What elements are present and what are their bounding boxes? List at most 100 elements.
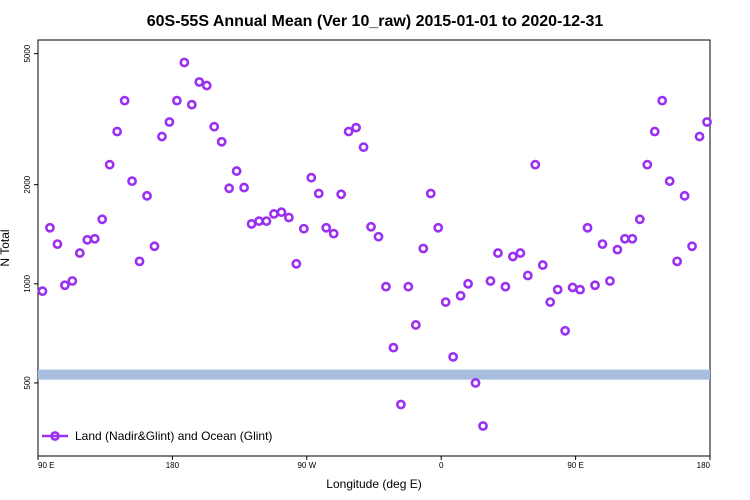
x-tick-label: 90 W (297, 461, 316, 470)
data-point (104, 159, 115, 170)
data-point (298, 223, 309, 234)
data-point (522, 270, 533, 281)
data-point (291, 258, 302, 269)
data-point (418, 243, 429, 254)
data-point (433, 222, 444, 233)
data-point (112, 126, 123, 137)
data-point (336, 189, 347, 200)
y-axis: 500 1000 2000 5000 (23, 44, 38, 390)
data-point (142, 190, 152, 201)
y-tick-label: 500 (23, 376, 32, 390)
data-point (157, 131, 167, 142)
data-point (373, 231, 384, 242)
data-point (37, 286, 48, 297)
data-point (664, 176, 675, 187)
data-point (552, 284, 563, 295)
data-point (224, 183, 235, 194)
x-tick-label: 0 (439, 461, 444, 470)
legend-label: Land (Nadir&Glint) and Ocean (Glint) (75, 429, 272, 443)
data-point (82, 234, 93, 245)
x-axis-label: Longitude (deg E) (326, 477, 421, 491)
data-point (478, 421, 488, 431)
data-point (209, 121, 220, 132)
data-point (134, 256, 145, 267)
legend-marker (50, 431, 60, 441)
reference-band (38, 369, 710, 380)
y-tick-label: 1000 (23, 274, 32, 292)
data-point (351, 122, 361, 133)
data-point (657, 95, 668, 106)
data-point (239, 182, 249, 193)
data-point (358, 142, 369, 153)
data-point (507, 251, 518, 262)
data-point (642, 159, 653, 170)
data-point (493, 248, 503, 258)
data-point (403, 281, 414, 292)
data-point (283, 212, 294, 223)
data-point (627, 233, 638, 244)
data-point (537, 260, 548, 270)
data-point (425, 188, 436, 199)
data-point (388, 342, 399, 353)
data-point (52, 239, 63, 250)
data-point (575, 284, 585, 295)
data-point (254, 216, 264, 227)
data-point (515, 248, 526, 258)
band-layer (38, 369, 710, 380)
x-tick-label: 90 E (567, 461, 583, 470)
data-point (366, 221, 376, 232)
data-point (321, 222, 332, 233)
x-tick-label: 90 E (38, 461, 54, 470)
data-point (440, 297, 451, 307)
data-point (149, 241, 160, 252)
data-point (97, 214, 108, 225)
y-axis-label: N Total (0, 229, 12, 266)
data-point (560, 325, 571, 336)
data-point (530, 159, 541, 170)
data-point (127, 176, 137, 187)
data-point (463, 278, 473, 289)
data-point (74, 248, 85, 258)
data-point (89, 233, 100, 244)
data-point (269, 209, 279, 219)
x-tick-label: 180 (697, 461, 711, 470)
data-point (500, 281, 511, 292)
data-point (261, 216, 272, 227)
data-point (276, 207, 287, 218)
data-point (45, 222, 55, 233)
y-tick-label: 2000 (23, 175, 32, 193)
data-point (590, 280, 600, 291)
data-point (119, 95, 130, 106)
data-point (231, 166, 242, 176)
data-points (37, 57, 712, 431)
data-point (485, 276, 496, 286)
data-point (313, 188, 324, 199)
x-tick-label: 180 (166, 461, 180, 470)
data-point (605, 276, 615, 286)
data-point (694, 131, 705, 142)
data-point (612, 244, 623, 255)
data-point (649, 126, 660, 137)
data-point (194, 77, 205, 87)
data-point (306, 172, 317, 183)
data-point (619, 233, 630, 244)
data-point (702, 117, 712, 127)
data-point (634, 214, 645, 225)
data-point (455, 290, 466, 301)
data-point (186, 99, 197, 110)
data-point (687, 241, 697, 252)
data-point (672, 256, 683, 267)
data-point (179, 57, 190, 68)
x-axis: 90 E 180 90 W 0 90 E 180 (37, 456, 711, 470)
data-point (597, 239, 608, 250)
data-point (67, 276, 78, 286)
data-point (448, 351, 459, 362)
plot-frame (37, 39, 711, 457)
data-point (328, 228, 339, 239)
data-point (395, 399, 406, 410)
data-point (171, 95, 182, 106)
data-point (545, 297, 556, 307)
data-point (470, 378, 481, 388)
data-point (246, 219, 257, 229)
